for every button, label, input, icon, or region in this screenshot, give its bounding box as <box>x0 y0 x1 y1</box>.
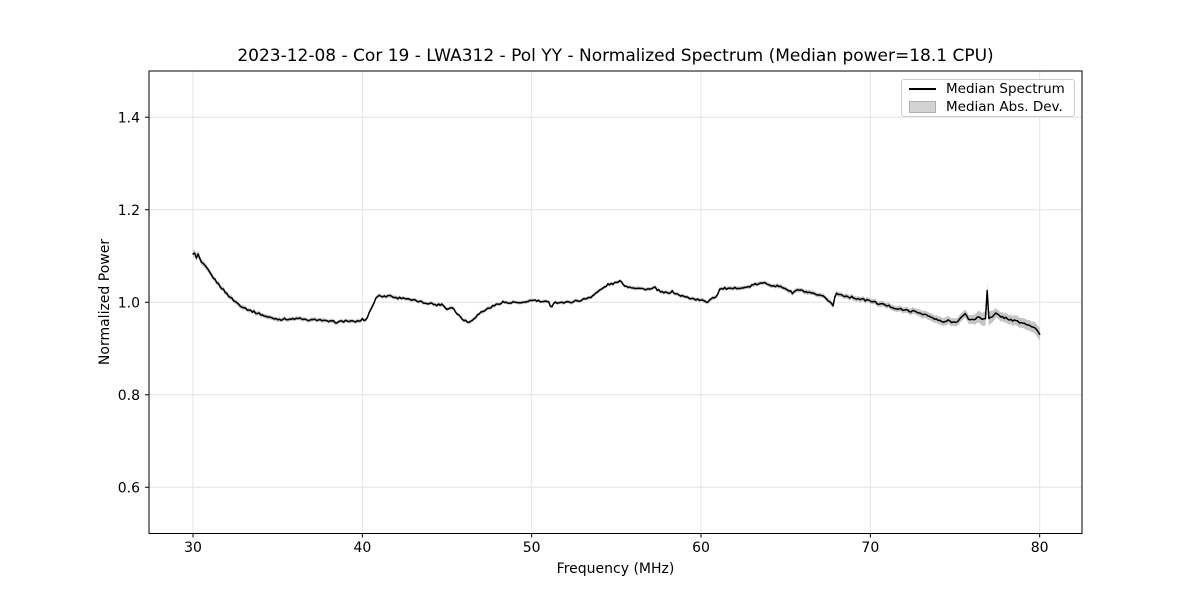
y-tick-label: 1.4 <box>118 110 140 126</box>
median-spectrum-line <box>192 252 1041 336</box>
x-tick-label: 80 <box>1031 540 1049 556</box>
legend-entry-median-abs-dev: Median Abs. Dev. <box>909 98 1074 116</box>
mad-band-area <box>193 249 1040 341</box>
chart-title: 2023-12-08 - Cor 19 - LWA312 - Pol YY - … <box>237 46 994 66</box>
grid-lines <box>149 71 1082 534</box>
axis-tick-labels: 30 40 50 60 70 80 0.6 0.8 1.0 1.2 1.4 <box>118 110 1049 556</box>
axis-ticks <box>145 116 1041 538</box>
patch-swatch-icon <box>909 101 936 113</box>
x-tick-label: 40 <box>353 540 371 556</box>
y-tick-label: 1.0 <box>118 295 140 311</box>
x-tick-label: 30 <box>184 540 202 556</box>
line-swatch-icon <box>909 88 936 90</box>
legend: Median Spectrum Median Abs. Dev. <box>901 79 1075 117</box>
median-spectrum-path <box>192 252 1041 336</box>
x-axis-label: Frequency (MHz) <box>556 561 675 577</box>
legend-entry-median-spectrum: Median Spectrum <box>909 80 1074 98</box>
mad-band <box>193 249 1040 341</box>
x-tick-label: 60 <box>692 540 710 556</box>
y-axis-label: Normalized Power <box>97 238 113 366</box>
legend-label: Median Abs. Dev. <box>946 99 1063 115</box>
legend-label: Median Spectrum <box>946 81 1065 97</box>
y-tick-label: 1.2 <box>118 203 140 219</box>
x-tick-label: 50 <box>523 540 541 556</box>
x-tick-label: 70 <box>861 540 879 556</box>
y-tick-label: 0.6 <box>118 480 140 496</box>
y-tick-label: 0.8 <box>118 388 140 404</box>
